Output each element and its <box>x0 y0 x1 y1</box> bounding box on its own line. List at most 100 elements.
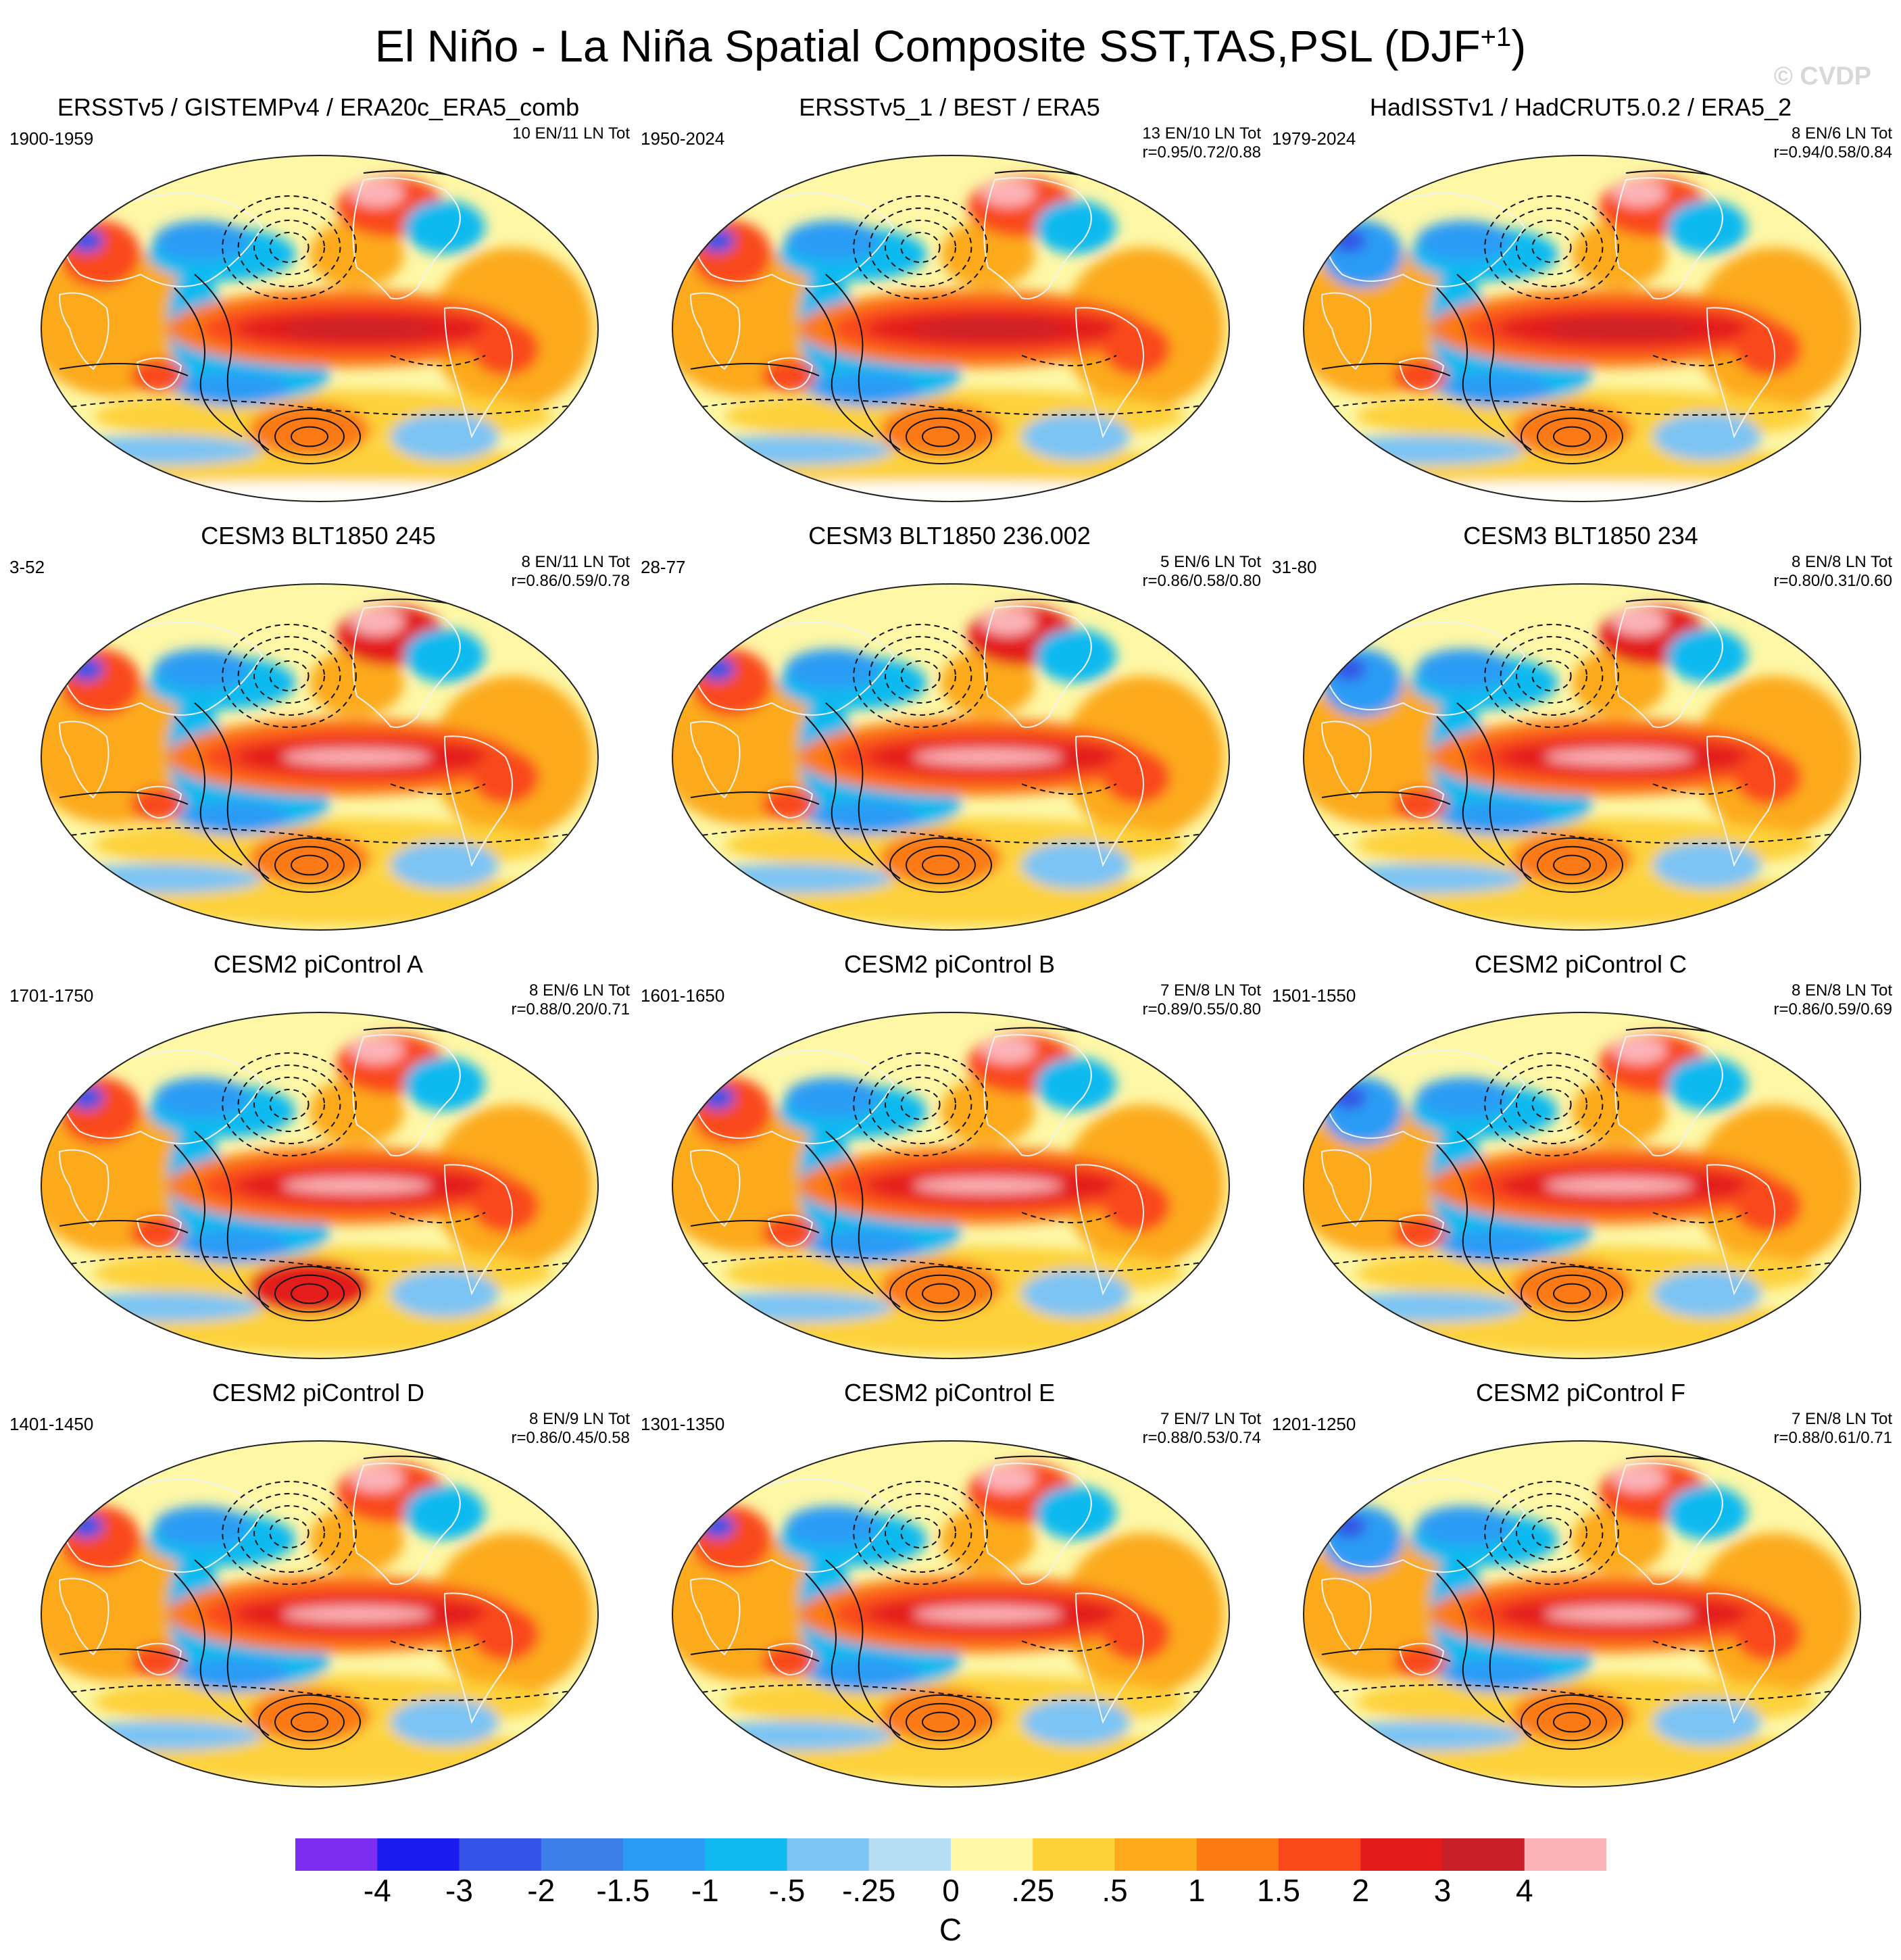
colorbar-tick-label: 3 <box>1433 1873 1452 1908</box>
anomaly-region <box>1653 1698 1761 1746</box>
map-border <box>1303 155 1861 502</box>
panel-event-counts: 13 EN/10 LN Tot <box>1142 124 1261 143</box>
map-panel: CESM3 BLT1850 236.002 28-77 5 EN/6 LN Tot r… <box>635 522 1264 931</box>
psl-contours <box>683 1027 1218 1321</box>
panel-stats: 8 EN/6 LN Tot r=0.94/0.58/0.84 <box>1774 124 1892 162</box>
anomaly-region <box>1322 864 1525 893</box>
anomaly-region <box>1572 1077 1667 1145</box>
anomaly-region <box>691 1721 893 1750</box>
anomaly-region <box>691 1292 893 1322</box>
psl-contours <box>683 170 1218 464</box>
australia-warm <box>130 1216 184 1250</box>
south-america-warm <box>1734 322 1802 376</box>
anomaly-region <box>1572 220 1667 288</box>
anomaly-region <box>1332 1514 1366 1538</box>
psl-contours <box>683 1455 1218 1750</box>
anomaly-region <box>391 1270 499 1317</box>
anomaly-region <box>154 1077 249 1118</box>
panel-stats: 8 EN/9 LN Tot r=0.86/0.45/0.58 <box>512 1410 630 1448</box>
robinson-map <box>41 583 599 931</box>
anomaly-region <box>785 649 880 689</box>
panel-period: 1701-1750 <box>9 985 94 1006</box>
panel-event-counts: 5 EN/6 LN Tot <box>1160 553 1261 571</box>
anomaly-region <box>70 1514 103 1538</box>
map-panel: CESM2 piControl A 1701-1750 8 EN/6 LN Tot r… <box>4 950 633 1359</box>
panel-stats: 7 EN/8 LN Tot r=0.88/0.61/0.71 <box>1774 1410 1892 1448</box>
colorbar-swatch <box>951 1838 1033 1871</box>
amundsen-sea-warm <box>880 831 1002 885</box>
panel-stats: 8 EN/11 LN Tot r=0.86/0.59/0.78 <box>512 553 630 591</box>
anomaly-region <box>1022 841 1130 889</box>
colorbar-swatch <box>295 1838 378 1871</box>
panel-event-counts: 8 EN/6 LN Tot <box>529 981 630 1000</box>
anomaly-region <box>1443 1229 1552 1263</box>
anomaly-region <box>701 228 735 253</box>
colorbar-swatch <box>459 1838 542 1871</box>
australia-warm <box>762 787 816 821</box>
map-border <box>41 583 599 931</box>
anomaly-region <box>310 1077 404 1145</box>
anomaly-region <box>59 1292 262 1322</box>
colorbar-tick-label: -1.5 <box>596 1873 650 1908</box>
map-panel: CESM2 piControl C 1501-1550 8 EN/8 LN Tot r… <box>1266 950 1895 1359</box>
psl-contours <box>1314 1027 1850 1321</box>
anomaly-region <box>941 220 1035 288</box>
northeast-america-cool <box>1667 200 1748 254</box>
colorbar-tick-label: .5 <box>1102 1873 1128 1908</box>
colorbar-tick-label: 1 <box>1187 1873 1206 1908</box>
amundsen-sea-warm <box>249 403 370 457</box>
panel-title: CESM3 BLT1850 236.002 <box>808 522 1091 549</box>
colorbar-tick-label: -.25 <box>842 1873 896 1908</box>
anomaly-region <box>310 220 404 288</box>
anomaly-region <box>181 801 289 835</box>
anomaly-region <box>154 1506 249 1546</box>
anomaly-region <box>350 608 404 635</box>
colorbar-tick-label: 4 <box>1515 1873 1533 1908</box>
panel-stats: 8 EN/8 LN Tot r=0.86/0.59/0.69 <box>1774 981 1892 1019</box>
australia-warm <box>1393 359 1447 393</box>
anomaly-region <box>701 1085 735 1110</box>
amundsen-sea-warm <box>1511 1260 1633 1314</box>
panel-event-counts: 7 EN/8 LN Tot <box>1160 981 1261 1000</box>
anomaly-region <box>981 1465 1035 1492</box>
anomaly-region <box>1416 649 1511 689</box>
enso-core <box>282 1177 431 1194</box>
panel-pattern-correlation: r=0.80/0.31/0.60 <box>1773 572 1892 590</box>
psl-contours <box>1314 1455 1850 1750</box>
australia-warm <box>1393 1216 1447 1250</box>
anomaly-region <box>691 435 893 465</box>
anomaly-region <box>1653 841 1761 889</box>
anomaly-region <box>181 372 289 406</box>
coastlines <box>58 1463 513 1724</box>
northeast-america-cool <box>404 200 485 254</box>
colorbar-swatch <box>1524 1838 1606 1871</box>
enso-core <box>282 1606 431 1622</box>
amundsen-sea-warm <box>880 403 1002 457</box>
colorbar-swatch <box>787 1838 870 1871</box>
northeast-america-cool <box>404 1486 485 1540</box>
map-border <box>41 1440 599 1788</box>
amundsen-sea-warm <box>1511 1688 1633 1742</box>
map-border <box>672 1440 1230 1788</box>
enso-core <box>914 1606 1062 1622</box>
northeast-america-cool <box>1035 1057 1116 1111</box>
colorbar-swatch <box>1360 1838 1443 1871</box>
south-america-warm <box>1103 1179 1170 1233</box>
panel-period: 1950-2024 <box>641 128 725 149</box>
colorbar-units: C <box>939 1912 962 1947</box>
anomaly-region <box>70 657 103 681</box>
psl-contours <box>1314 598 1850 893</box>
enso-core <box>1545 1606 1694 1622</box>
colorbar-swatch <box>1114 1838 1198 1871</box>
main-title: El Niño - La Niña Spatial Composite SST,… <box>374 21 1527 71</box>
anomaly-region <box>1612 1037 1667 1064</box>
anomaly-region <box>70 228 103 253</box>
anomaly-region <box>59 864 262 893</box>
anomaly-region <box>701 1514 735 1538</box>
enso-core <box>1545 320 1694 337</box>
map-border <box>1303 1012 1861 1359</box>
anomaly-region <box>1332 657 1366 681</box>
anomaly-region <box>154 649 249 689</box>
enso-core <box>914 749 1062 765</box>
psl-contours <box>683 598 1218 893</box>
